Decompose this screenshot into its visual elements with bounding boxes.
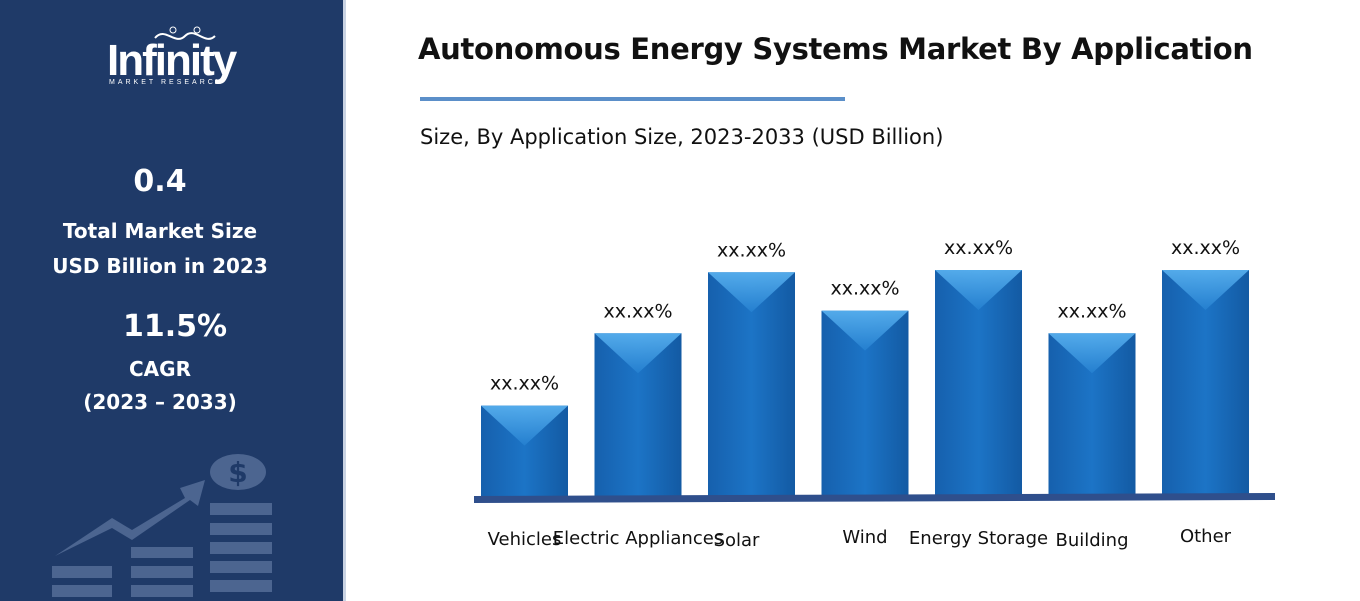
category-label: Other [1180,526,1232,547]
bar-vehicles [481,405,568,496]
data-label: xx.xx% [717,239,786,261]
category-label: Vehicles [488,529,562,550]
bar-electric-appliances [594,333,682,496]
bar-other [1162,270,1249,496]
category-label: Wind [842,527,887,548]
category-label: Building [1055,530,1128,551]
market-size-label: Total Market Size [62,219,258,243]
data-label: xx.xx% [944,237,1013,259]
cagr-label: CAGR [129,357,191,381]
market-size-unit: USD Billion in 2023 [52,254,268,278]
logo-subtext: MARKET RESEARCH [109,79,224,86]
market-size-value: 0.4 [133,164,187,199]
bar-highlight [935,270,1022,310]
chart-title: Autonomous Energy Systems Market By Appl… [418,32,1253,66]
sidebar-panel: Infinity MARKET RESEARCH 0.4 Total Marke… [0,0,346,601]
bar-highlight [594,333,682,374]
bar-highlight [1048,333,1136,374]
data-label: xx.xx% [490,373,559,395]
bar-wind [821,310,909,496]
growth-chart-dollar-icon: $ [52,454,272,597]
data-label: xx.xx% [1057,300,1126,322]
data-label: xx.xx% [603,300,672,322]
bar-energy-storage [935,270,1022,496]
category-label: Solar [714,530,760,551]
title-underline [420,97,845,101]
bar-highlight [1162,270,1249,310]
cagr-period: (2023 – 2033) [83,390,237,414]
data-label: xx.xx% [830,278,899,300]
bar-highlight [708,272,795,313]
bar-highlight [821,310,909,351]
category-label: Electric Appliances [553,528,723,549]
bar-solar [708,272,795,496]
category-label: Energy Storage [909,528,1048,549]
bar-building [1048,333,1136,496]
infinity-logo: Infinity MARKET RESEARCH [105,26,245,90]
svg-text:$: $ [228,456,247,489]
data-label: xx.xx% [1171,237,1240,259]
bar-highlight [481,405,568,446]
chart-baseline [474,493,1275,503]
chart-subtitle: Size, By Application Size, 2023-2033 (US… [420,125,944,149]
logo-text: Infinity [107,36,237,85]
cagr-value: 11.5% [122,309,228,344]
logo-infinity-icon [154,26,216,40]
